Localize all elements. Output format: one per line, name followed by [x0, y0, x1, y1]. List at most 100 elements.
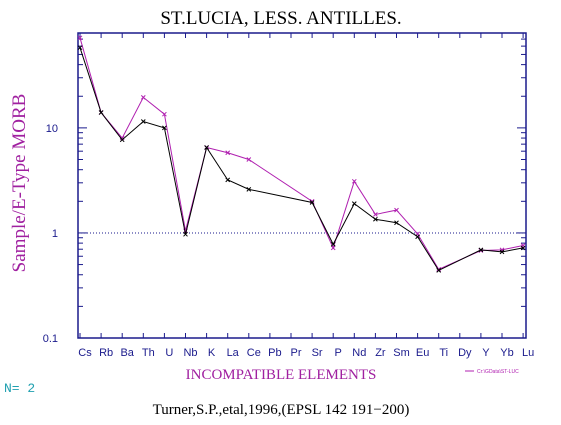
sample-count-label: N= 2: [4, 381, 35, 396]
marker-stroke: [77, 45, 83, 51]
marker-stroke: [373, 216, 378, 222]
marker-stroke: [225, 177, 231, 183]
data-point: [351, 201, 357, 207]
data-point: [162, 111, 167, 117]
marker-stroke: [225, 150, 231, 156]
data-point: [478, 247, 484, 253]
x-tick-label: P: [335, 347, 342, 359]
marker-stroke: [415, 234, 420, 240]
x-tick-label: U: [165, 347, 173, 359]
x-tick-label: Eu: [416, 347, 429, 359]
x-tick-label: Pr: [291, 347, 302, 359]
data-point: [394, 220, 399, 226]
legend: Cr:\GData\ST-LUC: [465, 369, 519, 375]
data-point: [330, 241, 336, 247]
x-axis-label: INCOMPATIBLE ELEMENTS: [186, 367, 377, 383]
y-tick-label: 10: [46, 123, 58, 135]
marker-stroke: [478, 247, 484, 253]
x-tick-label: Yb: [500, 347, 513, 359]
x-tick-label: Zr: [375, 347, 386, 359]
marker-stroke: [246, 186, 252, 192]
data-point: [225, 177, 231, 183]
marker-stroke: [309, 200, 315, 205]
data-point: [436, 268, 442, 273]
y-tick-label: 1: [52, 228, 58, 240]
x-tick-label: Pb: [268, 347, 281, 359]
data-point: [204, 145, 209, 150]
data-point: [162, 125, 167, 131]
data-point: [77, 35, 83, 41]
x-tick-label: K: [208, 347, 216, 359]
marker-stroke: [330, 245, 336, 251]
series-line: [79, 37, 524, 271]
marker-stroke: [162, 125, 167, 131]
series-line: [79, 47, 524, 272]
marker-stroke: [520, 245, 526, 251]
data-point: [520, 245, 526, 251]
marker-stroke: [77, 35, 83, 41]
x-tick-label: Sm: [393, 347, 410, 359]
marker-stroke: [140, 119, 146, 124]
x-tick-label: Ti: [439, 347, 448, 359]
x-tick-label: Ba: [120, 347, 134, 359]
marker-stroke: [119, 135, 125, 141]
data-point: [183, 231, 188, 237]
x-tick-label: Sr: [312, 347, 323, 359]
data-point: [140, 119, 146, 124]
source-citation: Turner,S.P.,etal,1996,(EPSL 142 191−200): [153, 402, 410, 418]
marker-stroke: [394, 220, 399, 226]
data-point: [77, 45, 83, 51]
plot-border: [77, 32, 527, 339]
data-point: [415, 234, 420, 240]
chart-title: ST.LUCIA, LESS. ANTILLES.: [160, 8, 401, 29]
marker-stroke: [351, 201, 357, 207]
marker-stroke: [373, 212, 378, 217]
x-tick-label: Cs: [78, 347, 92, 359]
data-point: [119, 135, 125, 141]
x-tick-label: Nb: [183, 347, 197, 359]
marker-stroke: [98, 110, 104, 115]
data-point: [98, 110, 104, 115]
data-point: [246, 186, 252, 192]
data-point: [119, 137, 125, 143]
x-tick-label: Nd: [352, 347, 366, 359]
data-point: [225, 150, 231, 156]
data-point: [246, 157, 252, 162]
x-tick-label: Dy: [458, 347, 472, 359]
marker-stroke: [204, 145, 209, 150]
marker-stroke: [162, 111, 167, 117]
x-tick-label: Lu: [522, 347, 534, 359]
marker-stroke: [499, 249, 505, 255]
data-point: [499, 249, 505, 255]
data-point: [309, 200, 315, 205]
data-point: [394, 207, 399, 213]
marker-stroke: [436, 268, 442, 273]
marker-stroke: [351, 178, 357, 184]
data-point: [373, 216, 378, 222]
marker-stroke: [246, 157, 252, 162]
marker-stroke: [183, 231, 188, 237]
x-tick-label: Rb: [99, 347, 113, 359]
y-tick-labels: 10 1 0.1: [43, 123, 58, 345]
marker-stroke: [394, 207, 399, 213]
data-point: [140, 95, 146, 100]
marker-stroke: [436, 267, 442, 272]
data-point: [373, 212, 378, 217]
x-tick-label: La: [227, 347, 240, 359]
marker-stroke: [140, 95, 146, 100]
x-tick-label: Ce: [247, 347, 261, 359]
x-tick-labels: Cs Rb Ba Th U Nb K La Ce Pb Pr Sr P Nd Zr Sm Eu Ti Dy Y Yb Lu: [78, 347, 534, 359]
x-tick-label: Th: [142, 347, 155, 359]
marker-stroke: [330, 241, 336, 247]
series-lines: [77, 35, 526, 273]
plot-frame: [77, 32, 527, 339]
data-point: [351, 178, 357, 184]
x-tick-label: Y: [482, 347, 490, 359]
marker-stroke: [119, 137, 125, 143]
y-tick-label: 0.1: [43, 333, 58, 345]
y-axis-label: Sample/E-Type MORB: [9, 94, 30, 273]
legend-label: Cr:\GData\ST-LUC: [477, 369, 519, 375]
data-point: [330, 245, 336, 251]
